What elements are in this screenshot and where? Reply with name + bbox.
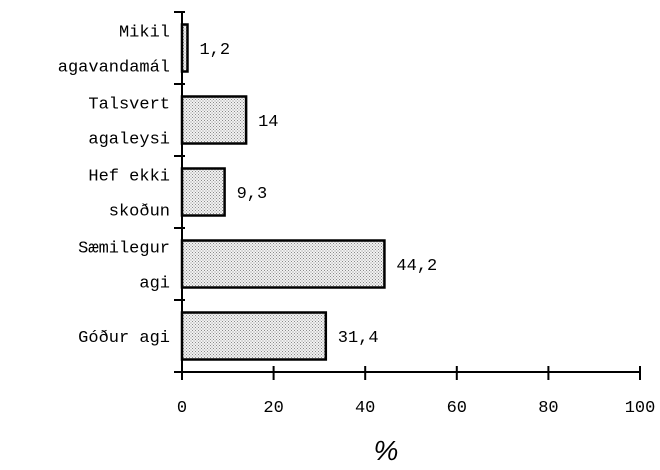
- x-axis-title: %: [374, 435, 399, 466]
- bar: [180, 95, 248, 145]
- bar: [180, 311, 328, 361]
- category-label: Hef ekki: [88, 168, 170, 187]
- x-tick-label: 20: [263, 399, 283, 418]
- data-label: 44,2: [396, 257, 437, 276]
- data-label: 1,2: [199, 41, 230, 60]
- category-label: skoðun: [109, 203, 170, 222]
- category-label: agi: [139, 275, 170, 294]
- category-label: Talsvert: [88, 96, 170, 115]
- data-label: 31,4: [338, 329, 379, 348]
- category-label: Mikil: [119, 24, 170, 43]
- category-label: Sæmilegur: [78, 240, 170, 259]
- category-label: Góður agi: [78, 329, 170, 348]
- x-tick-label: 60: [447, 399, 467, 418]
- category-label: agaleysi: [88, 131, 170, 150]
- x-tick-label: 100: [625, 399, 656, 418]
- bar: [180, 167, 226, 217]
- x-tick-label: 0: [177, 399, 187, 418]
- data-label: 9,3: [237, 185, 268, 204]
- x-tick-label: 40: [355, 399, 375, 418]
- bar: [180, 239, 386, 289]
- category-label: agavandamál: [58, 59, 170, 78]
- x-tick-label: 80: [538, 399, 558, 418]
- data-label: 14: [258, 113, 278, 132]
